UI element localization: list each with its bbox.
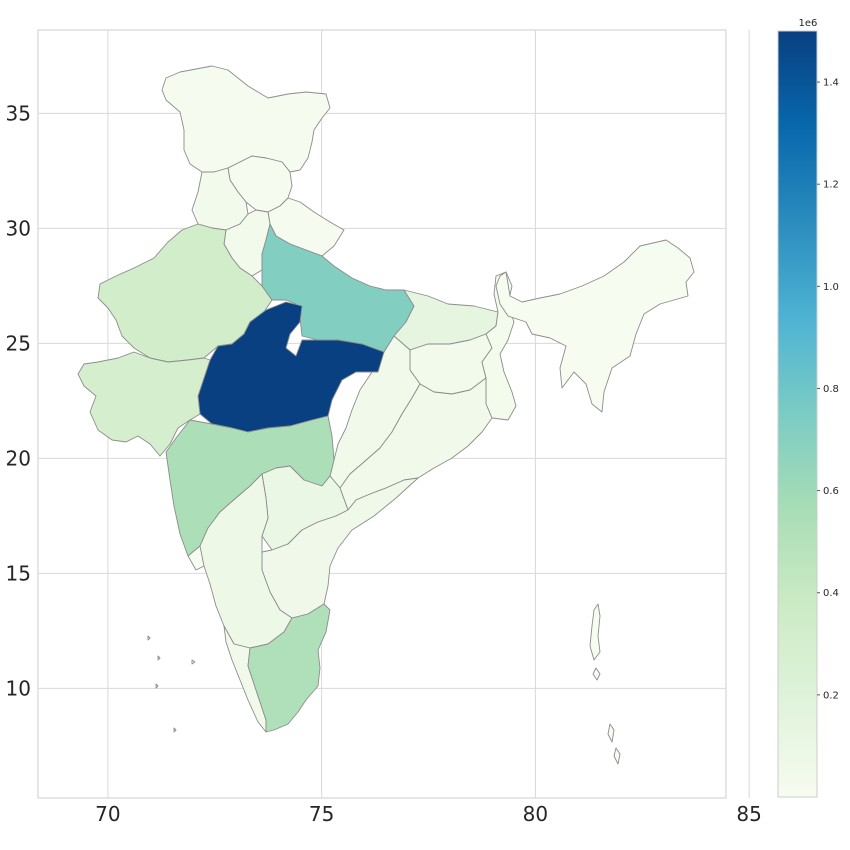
region-jammu-kashmir bbox=[161, 65, 331, 173]
colorbar-tick-label: 0.8 bbox=[823, 384, 839, 395]
colorbar-tick-label: 1.0 bbox=[823, 282, 839, 293]
y-tick-label: 15 bbox=[6, 561, 31, 585]
y-tick-label: 30 bbox=[6, 216, 31, 240]
colorbar-tick-label: 0.4 bbox=[823, 588, 839, 599]
region-gujarat bbox=[77, 351, 211, 457]
x-tick-label: 85 bbox=[736, 802, 761, 826]
region-rajasthan bbox=[97, 223, 273, 363]
x-tick-label: 80 bbox=[523, 802, 548, 826]
region-northeast bbox=[495, 239, 695, 413]
y-tick-label: 25 bbox=[6, 331, 31, 355]
y-axis-ticks: 10 15 20 25 30 35 bbox=[6, 101, 31, 700]
x-axis-ticks: 707580859095 bbox=[95, 802, 762, 826]
region-lakshadweep bbox=[147, 635, 196, 733]
colorbar-tick-label: 1.2 bbox=[823, 180, 839, 191]
y-tick-label: 35 bbox=[6, 101, 31, 125]
colorbar-gradient bbox=[777, 30, 818, 798]
colorbar-tick-label: 0.2 bbox=[823, 690, 839, 701]
region-karnataka bbox=[191, 473, 293, 649]
gridlines bbox=[38, 30, 750, 798]
x-tick-label: 75 bbox=[309, 802, 334, 826]
colorbar-tick-label: 1.4 bbox=[823, 78, 839, 89]
state-regions bbox=[77, 65, 695, 765]
region-andaman-islands bbox=[589, 603, 621, 765]
x-tick-label: 70 bbox=[95, 802, 120, 826]
colorbar-offset-label: 1e6 bbox=[799, 18, 818, 29]
colorbar-ticks: 0.2 0.4 0.6 0.8 1.0 1.2 1.4 bbox=[817, 78, 839, 701]
colorbar-tick-label: 0.6 bbox=[823, 486, 839, 497]
colorbar: 1e6 0.2 0.4 0.6 0.8 1.0 1.2 1.4 bbox=[777, 18, 839, 798]
y-tick-label: 20 bbox=[6, 446, 31, 470]
y-tick-label: 10 bbox=[6, 676, 31, 700]
region-goa bbox=[187, 545, 205, 571]
region-tamil-nadu bbox=[247, 603, 331, 733]
